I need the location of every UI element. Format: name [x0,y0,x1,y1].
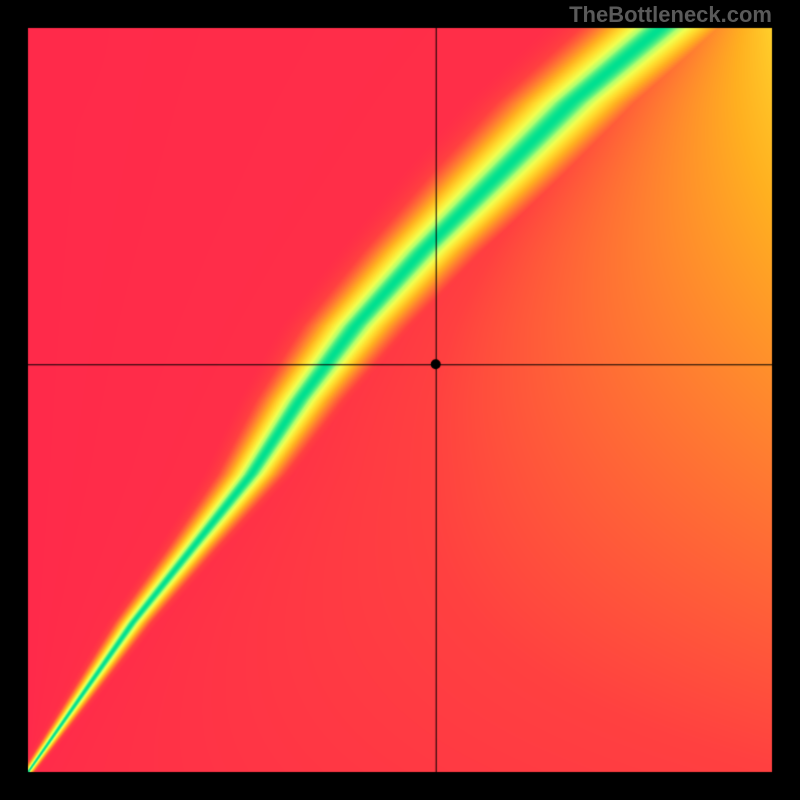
watermark-text: TheBottleneck.com [569,2,772,28]
heatmap-canvas [0,0,800,800]
chart-container: TheBottleneck.com [0,0,800,800]
